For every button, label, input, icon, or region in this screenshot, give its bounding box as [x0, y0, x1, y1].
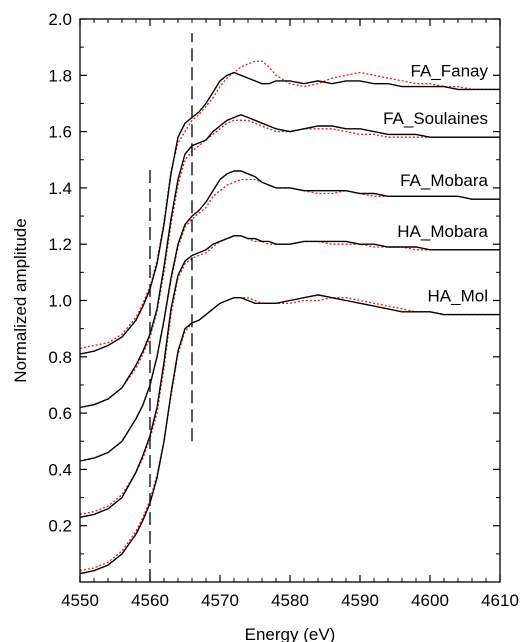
y-tick-label-2.0: 2.0 — [48, 10, 72, 29]
series-label-ha-mol: HA_Mol — [428, 287, 488, 306]
x-axis-title: Energy (eV) — [245, 625, 336, 642]
series-fa-fanay-fit-line — [79, 60, 500, 350]
series-layer — [79, 60, 500, 575]
y-tick-label-0.8: 0.8 — [48, 348, 72, 367]
x-tick-label-4610: 4610 — [481, 591, 519, 610]
x-tick-label-4570: 4570 — [201, 591, 239, 610]
axis-ticks: 4550 4560 4570 4580 4590 4600 4610 0.2 0.4 0.6 0.8… — [48, 10, 519, 610]
x-tick-label-4590: 4590 — [341, 591, 379, 610]
x-tick-label-4560: 4560 — [131, 591, 169, 610]
series-ha-mobara-experimental-line — [79, 235, 500, 518]
y-tick-label-1.2: 1.2 — [48, 235, 72, 254]
y-tick-label-0.4: 0.4 — [48, 460, 72, 479]
y-tick-label-1.4: 1.4 — [48, 179, 72, 198]
x-tick-label-4600: 4600 — [411, 591, 449, 610]
series-fa-mobara-experimental-line — [79, 170, 500, 462]
y-tick-label-1.8: 1.8 — [48, 66, 72, 85]
y-tick-label-1.0: 1.0 — [48, 292, 72, 311]
y-axis-title: Normalized amplitude — [11, 218, 30, 382]
series-label-ha-mobara: HA_Mobara — [397, 222, 488, 241]
reference-lines — [149, 33, 193, 582]
x-tick-label-4550: 4550 — [61, 591, 99, 610]
series-fa-soulaines-fit-line — [79, 119, 500, 409]
series-fa-soulaines-experimental-line — [79, 113, 500, 409]
y-tick-label-0.6: 0.6 — [48, 404, 72, 423]
y-tick-label-1.6: 1.6 — [48, 123, 72, 142]
series-fa-fanay-experimental-line — [79, 71, 500, 355]
series-label-fa-mobara: FA_Mobara — [400, 171, 488, 190]
y-tick-label-0.2: 0.2 — [48, 517, 72, 536]
series-ha-mol-experimental-line — [79, 294, 500, 575]
series-label-fa-soulaines: FA_Soulaines — [383, 109, 488, 128]
series-ha-mobara-fit-line — [79, 235, 500, 516]
series-label-fa-fanay: FA_Fanay — [411, 61, 489, 80]
series-ha-mol-fit-line — [79, 297, 500, 572]
series-labels: FA_Fanay FA_Soulaines FA_Mobara HA_Mobara HA… — [383, 61, 488, 305]
x-tick-label-4580: 4580 — [271, 591, 309, 610]
